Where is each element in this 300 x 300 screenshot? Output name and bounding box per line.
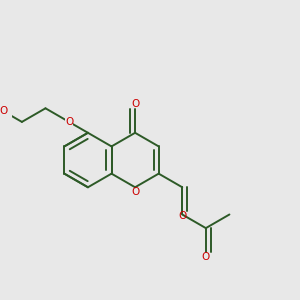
Text: O: O	[202, 252, 210, 262]
Text: O: O	[65, 117, 73, 127]
Text: O: O	[178, 211, 186, 221]
Text: O: O	[131, 99, 139, 109]
Text: O: O	[131, 187, 139, 197]
Text: O: O	[0, 106, 7, 116]
